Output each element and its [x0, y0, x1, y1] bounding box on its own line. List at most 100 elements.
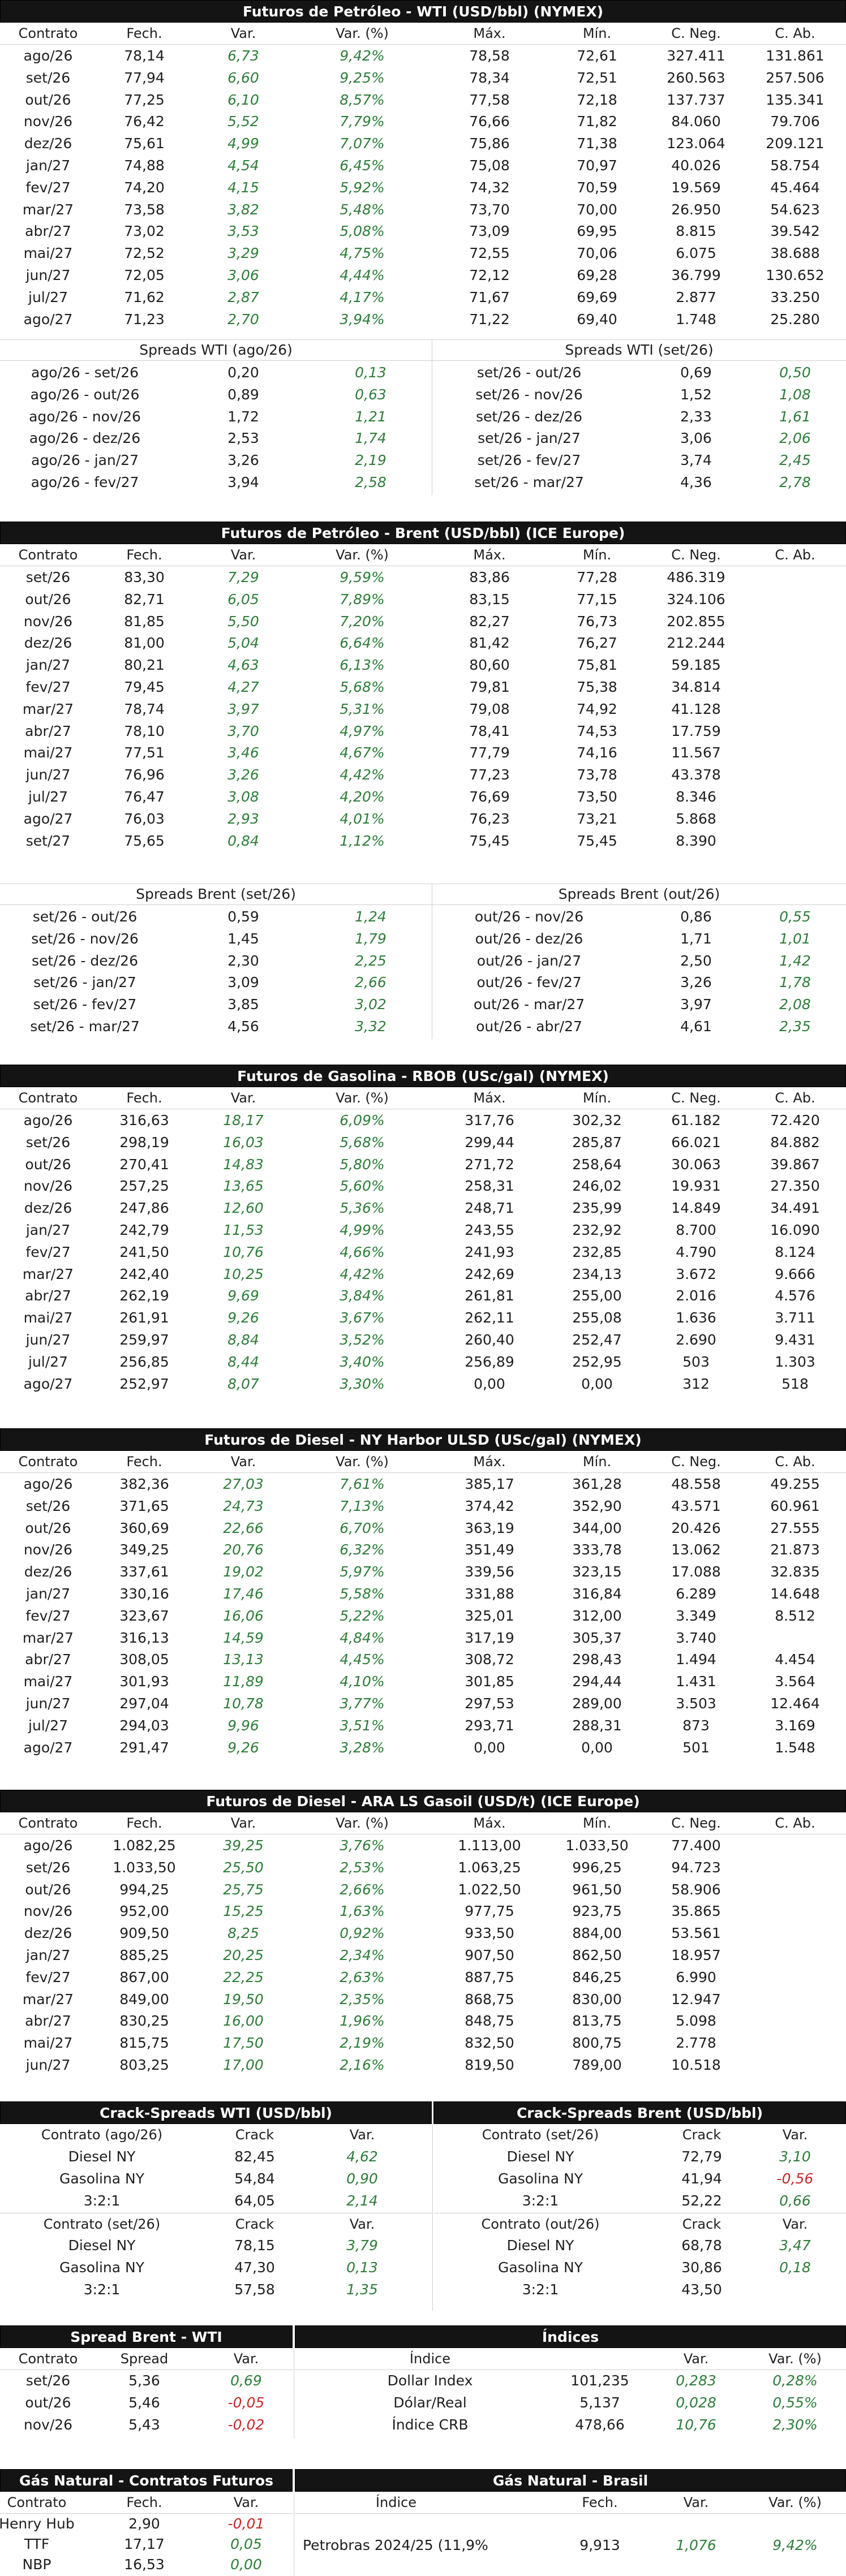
column-header: C. Ab. [775, 1815, 815, 1831]
table-cell: 270,41 [119, 1156, 169, 1173]
table-cell: 3,46 [227, 744, 259, 761]
table-cell: 996,25 [572, 1859, 622, 1876]
column-header: Var. [233, 2351, 259, 2367]
table-cell: 76,73 [577, 613, 617, 630]
table-row: set/26 - mar/27 4,36 2,78 [432, 472, 846, 494]
table-cell: 77,25 [124, 91, 165, 108]
table-cell: 305,37 [572, 1629, 622, 1646]
table-cell: out/26 [25, 1519, 71, 1536]
column-header: Var. (%) [336, 547, 389, 563]
column-header: Var. [683, 2495, 709, 2510]
table-cell: jun/27 [25, 766, 71, 783]
table-row: fev/27 74,20 4,15 5,92% 74,32 70,59 19.569 45.4… [0, 177, 846, 199]
table-cell: 316,84 [572, 1586, 622, 1602]
table-cell: set/26 [25, 1859, 71, 1876]
table-cell: 76,66 [469, 113, 510, 130]
table-cell: 0,13 [355, 364, 387, 381]
table-cell: 325,01 [465, 1607, 514, 1624]
table-cell: 1,74 [355, 430, 387, 447]
table-cell: out/26 - mar/27 [473, 996, 585, 1013]
table-cell: 242,40 [119, 1265, 169, 1282]
table-cell: 2.778 [676, 2035, 716, 2052]
table-cell: 4,36 [680, 474, 712, 490]
table-cell: 73,09 [469, 223, 510, 240]
table-cell: 8,07 [227, 1375, 259, 1392]
table-cell: 76,03 [124, 810, 165, 827]
table-cell: 285,87 [572, 1134, 622, 1151]
table-cell: 83,86 [469, 569, 510, 585]
table-cell: 961,50 [572, 1881, 622, 1898]
table-cell: 5.868 [676, 810, 716, 827]
rbob-header: Contrato Fech. Var. Var. (%) Máx. Mín. C. Neg.… [0, 1087, 846, 1109]
table-row: ago/26 - out/26 0,89 0,63 [0, 384, 432, 406]
table-cell: 6,09% [340, 1112, 385, 1128]
table-cell: mar/27 [22, 1991, 74, 2008]
table-cell: 59.185 [671, 657, 721, 674]
table-cell: 789,00 [572, 2057, 622, 2073]
table-cell: 0,69 [680, 364, 712, 381]
table-cell: 261,91 [119, 1309, 169, 1326]
table-cell: 9,26 [227, 1739, 259, 1756]
table-cell: 54.623 [770, 201, 820, 218]
table-cell: 3,85 [227, 996, 259, 1013]
table-row: mai/27 815,75 17,50 2,19% 832,50 800,75 2.778 [0, 2032, 846, 2054]
table-cell: 41,94 [681, 2170, 722, 2187]
column-header: Var. [683, 2351, 709, 2367]
table-cell: 5,43 [128, 2416, 160, 2433]
table-cell: 72,51 [577, 69, 617, 86]
table-cell: 70,59 [577, 179, 617, 196]
table-cell: 382,36 [119, 1476, 169, 1492]
table-cell: 2,70 [227, 311, 259, 328]
table-cell: 39.542 [770, 223, 820, 240]
table-cell: out/26 [25, 591, 71, 608]
wti-spreads-left-title: Spreads WTI (ago/26) [0, 339, 432, 361]
table-cell: 13,65 [223, 1178, 264, 1195]
table-cell: Gasolina NY [498, 2259, 583, 2276]
table-cell: set/26 - jan/27 [478, 430, 581, 447]
table-cell: 3,70 [227, 722, 259, 739]
table-row: mai/27 72,52 3,29 4,75% 72,55 70,06 6.075 38.68… [0, 243, 846, 265]
table-cell: 232,92 [572, 1222, 622, 1238]
table-cell: 71,22 [469, 311, 510, 328]
table-cell: NBP [22, 2556, 51, 2573]
table-cell: 8,44 [227, 1353, 259, 1370]
table-cell: 15,25 [223, 1903, 264, 1920]
table-cell: 53.561 [671, 1925, 721, 1942]
table-cell: 209.121 [766, 135, 824, 152]
table-cell: 71,23 [124, 311, 165, 328]
table-row: ago/27 252,97 8,07 3,30% 0,00 0,00 312 518 [0, 1373, 846, 1395]
table-row: dez/26 81,00 5,04 6,64% 81,42 76,27 212.244 [0, 632, 846, 654]
table-cell: 1,72 [227, 408, 259, 425]
table-row: Diesel NY 78,15 3,79 [0, 2235, 432, 2257]
table-cell: set/26 - out/26 [476, 364, 582, 381]
table-cell: 360,69 [119, 1519, 169, 1536]
table-cell: 294,03 [119, 1717, 169, 1734]
table-cell: 10,25 [223, 1265, 264, 1282]
wti-title-bar: Futuros de Petróleo - WTI (USD/bbl) (NYM… [0, 0, 846, 23]
table-cell: 339,56 [465, 1563, 514, 1580]
table-cell: 4,54 [227, 157, 259, 174]
column-header: Crack [682, 2127, 722, 2143]
table-cell: 12.464 [770, 1695, 820, 1712]
table-cell: 0,18 [779, 2259, 811, 2276]
table-cell: fev/27 [25, 179, 71, 196]
table-cell: 0,05 [230, 2536, 262, 2552]
table-cell: 2,63% [340, 1968, 385, 1985]
table-cell: 69,28 [577, 267, 617, 283]
table-cell: 909,50 [119, 1925, 169, 1942]
table-cell: 11,53 [223, 1222, 264, 1238]
table-cell: 12,60 [223, 1200, 264, 1217]
table-cell: 4,42% [340, 1265, 385, 1282]
column-header: Contrato [7, 2495, 67, 2510]
table-cell: 2,16% [340, 2057, 385, 2073]
table-cell: 0,66 [779, 2192, 811, 2209]
table-cell: 83,15 [469, 591, 510, 608]
table-cell: 327.411 [667, 48, 725, 64]
table-cell: 242,79 [119, 1222, 169, 1238]
column-header: Contrato [18, 2351, 78, 2367]
table-cell: 12.947 [671, 1991, 721, 2008]
table-cell: Henry Hub [0, 2515, 75, 2532]
table-cell: 352,90 [572, 1497, 622, 1514]
brent-spreads-left-title: Spreads Brent (set/26) [0, 884, 432, 905]
table-cell: ago/26 [23, 1476, 73, 1492]
